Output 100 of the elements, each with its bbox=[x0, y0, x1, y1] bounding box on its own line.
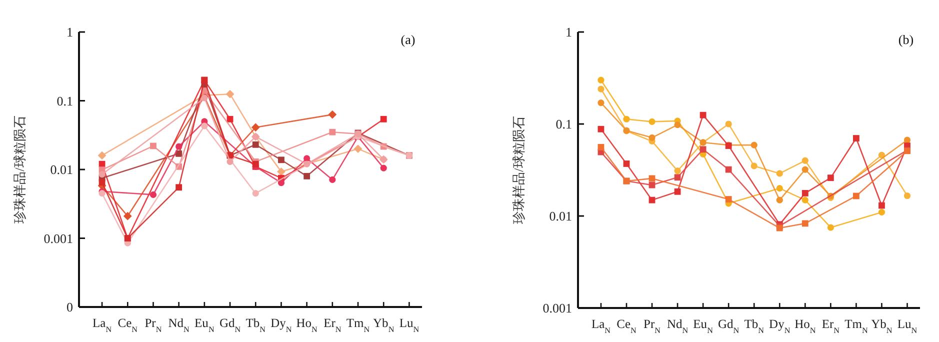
point bbox=[251, 123, 260, 132]
point bbox=[252, 141, 259, 148]
x-tick-label: Pr$_{N}$ bbox=[644, 317, 661, 334]
point bbox=[98, 151, 106, 160]
x-tick-label: Pr$_{N}$ bbox=[144, 316, 162, 334]
x-tick-label: Yb$_{N}$ bbox=[871, 317, 892, 334]
y-tick-label: 0.1 bbox=[556, 116, 572, 132]
point bbox=[201, 122, 208, 130]
point bbox=[852, 192, 860, 200]
point bbox=[252, 190, 259, 197]
point bbox=[598, 144, 604, 150]
y-tick-label: 0.1 bbox=[56, 93, 73, 108]
point bbox=[150, 191, 157, 198]
point bbox=[827, 224, 834, 231]
x-tick-label: Ce$_{N}$ bbox=[616, 317, 637, 334]
point bbox=[304, 155, 310, 162]
x-tick-label: Er$_{N}$ bbox=[822, 317, 840, 334]
point bbox=[802, 157, 808, 164]
point bbox=[674, 188, 681, 195]
point bbox=[380, 164, 387, 172]
y-tick-label: 0.001 bbox=[44, 230, 73, 246]
point bbox=[278, 156, 284, 164]
x-tick-label: Dy$_{N}$ bbox=[769, 317, 790, 334]
point bbox=[776, 170, 783, 177]
point bbox=[329, 128, 336, 136]
point bbox=[648, 118, 656, 125]
x-tick-label: Lu$_{N}$ bbox=[399, 316, 420, 334]
point bbox=[226, 158, 234, 165]
point bbox=[776, 185, 783, 192]
x-tick-label: Ho$_{N}$ bbox=[296, 316, 318, 334]
point bbox=[176, 150, 182, 157]
point bbox=[802, 220, 808, 227]
y-axis-title: 珍珠样品/球粒陨石 bbox=[511, 116, 526, 224]
point bbox=[226, 116, 234, 122]
point bbox=[904, 192, 911, 200]
point bbox=[252, 160, 259, 168]
point bbox=[598, 100, 604, 106]
x-tick-label: Gd$_{N}$ bbox=[219, 316, 241, 334]
point bbox=[648, 175, 656, 182]
x-tick-label: Tb$_{N}$ bbox=[246, 316, 266, 334]
y-tick-label: 1 bbox=[66, 24, 73, 40]
x-tick-label: Tm$_{N}$ bbox=[346, 316, 370, 334]
point bbox=[176, 184, 182, 191]
point bbox=[123, 212, 132, 220]
point bbox=[98, 179, 106, 186]
x-tick-label: Gd$_{N}$ bbox=[718, 317, 740, 334]
point bbox=[802, 196, 808, 204]
point bbox=[725, 166, 732, 173]
x-tick-label: Lu$_{N}$ bbox=[897, 317, 918, 334]
point bbox=[380, 116, 387, 122]
point bbox=[802, 190, 808, 196]
y-tick-label: 1 bbox=[566, 24, 572, 40]
point bbox=[725, 196, 732, 202]
y-axis-title: 珍珠样品/球粒陨石 bbox=[12, 116, 27, 224]
point bbox=[98, 171, 106, 178]
x-tick-label: Er$_{N}$ bbox=[324, 316, 342, 334]
point bbox=[674, 167, 681, 174]
y-tick-label: 0.001 bbox=[542, 300, 572, 316]
x-tick-label: Ho$_{N}$ bbox=[794, 317, 816, 334]
x-tick-label: Ce$_{N}$ bbox=[118, 316, 138, 334]
point bbox=[648, 196, 656, 204]
point bbox=[598, 126, 604, 132]
point bbox=[226, 90, 234, 98]
point bbox=[878, 208, 886, 216]
point bbox=[674, 174, 681, 181]
point bbox=[827, 174, 834, 182]
y-tick-label: 0.01 bbox=[50, 162, 73, 177]
point bbox=[176, 143, 182, 150]
point bbox=[802, 166, 808, 173]
x-tick-label: Eu$_{N}$ bbox=[693, 317, 714, 334]
point bbox=[278, 180, 285, 186]
x-tick-label: Dy$_{N}$ bbox=[270, 316, 292, 334]
point bbox=[150, 142, 156, 150]
point bbox=[598, 86, 604, 92]
point bbox=[700, 112, 706, 118]
point bbox=[201, 94, 208, 102]
point bbox=[878, 202, 885, 209]
point bbox=[700, 146, 706, 153]
point bbox=[329, 176, 336, 184]
point bbox=[623, 160, 630, 167]
point bbox=[750, 162, 758, 170]
point bbox=[304, 160, 310, 168]
x-tick-label: Tb$_{N}$ bbox=[744, 317, 764, 334]
y-tick-label: 0.01 bbox=[549, 208, 572, 224]
x-tick-label: Yb$_{N}$ bbox=[373, 316, 394, 334]
point bbox=[776, 196, 783, 204]
point bbox=[328, 110, 337, 119]
point bbox=[648, 134, 656, 141]
point bbox=[852, 135, 860, 142]
chart-title: (b) bbox=[898, 32, 914, 47]
x-tick-label: La$_{N}$ bbox=[92, 316, 112, 334]
point bbox=[623, 116, 630, 122]
chart-title: (a) bbox=[400, 32, 416, 47]
point bbox=[598, 76, 604, 84]
point bbox=[750, 142, 758, 148]
x-tick-label: Nd$_{N}$ bbox=[666, 317, 688, 334]
y-tick-label: 0 bbox=[66, 300, 73, 314]
point bbox=[725, 120, 732, 128]
point bbox=[277, 167, 286, 176]
x-tick-label: La$_{N}$ bbox=[591, 317, 611, 334]
